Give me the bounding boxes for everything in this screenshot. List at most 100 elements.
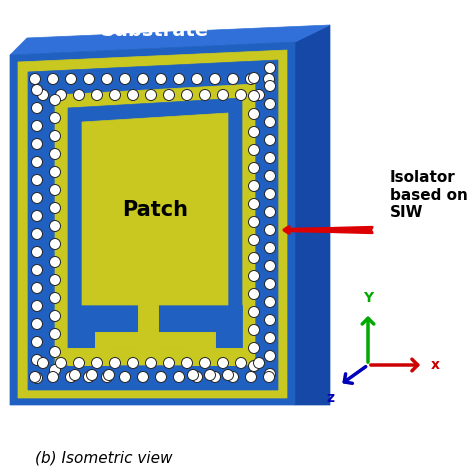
Circle shape: [73, 357, 84, 368]
Circle shape: [248, 253, 259, 264]
Circle shape: [49, 238, 61, 249]
Circle shape: [246, 372, 256, 383]
Text: (b) Isometric view: (b) Isometric view: [35, 450, 173, 465]
Circle shape: [91, 357, 102, 368]
Circle shape: [200, 357, 210, 368]
Circle shape: [70, 370, 81, 381]
Circle shape: [55, 90, 66, 100]
Circle shape: [218, 357, 228, 368]
Circle shape: [248, 145, 259, 155]
Circle shape: [248, 289, 259, 300]
Circle shape: [264, 73, 274, 84]
Circle shape: [182, 90, 192, 100]
Circle shape: [228, 372, 238, 383]
Circle shape: [248, 163, 259, 173]
Circle shape: [182, 357, 192, 368]
Circle shape: [31, 228, 43, 239]
Circle shape: [264, 225, 275, 236]
Circle shape: [246, 73, 256, 84]
Circle shape: [200, 90, 210, 100]
Circle shape: [264, 261, 275, 272]
Circle shape: [228, 73, 238, 84]
Circle shape: [49, 202, 61, 213]
Circle shape: [146, 90, 156, 100]
Circle shape: [83, 73, 94, 84]
Polygon shape: [295, 25, 330, 405]
Circle shape: [119, 73, 130, 84]
Circle shape: [109, 357, 120, 368]
Circle shape: [264, 368, 275, 380]
Circle shape: [47, 372, 58, 383]
Circle shape: [49, 112, 61, 124]
Circle shape: [264, 279, 275, 290]
Circle shape: [248, 109, 259, 119]
Circle shape: [248, 271, 259, 282]
Circle shape: [204, 370, 216, 381]
Circle shape: [264, 135, 275, 146]
Circle shape: [119, 372, 130, 383]
Circle shape: [264, 171, 275, 182]
Polygon shape: [138, 305, 158, 332]
Circle shape: [137, 73, 148, 84]
Circle shape: [128, 357, 138, 368]
Circle shape: [31, 283, 43, 293]
Circle shape: [173, 372, 184, 383]
Circle shape: [49, 328, 61, 339]
Circle shape: [248, 235, 259, 246]
Circle shape: [236, 357, 246, 368]
Circle shape: [210, 73, 220, 84]
Circle shape: [248, 73, 259, 83]
Circle shape: [164, 90, 174, 100]
Circle shape: [109, 90, 120, 100]
Text: Substrate: Substrate: [101, 20, 209, 39]
Circle shape: [47, 73, 58, 84]
Circle shape: [31, 174, 43, 185]
Text: Y: Y: [363, 291, 373, 305]
Circle shape: [31, 301, 43, 311]
Circle shape: [101, 73, 112, 84]
Circle shape: [264, 99, 275, 109]
Circle shape: [264, 63, 275, 73]
Circle shape: [146, 357, 156, 368]
Circle shape: [218, 90, 228, 100]
Polygon shape: [10, 25, 330, 55]
Circle shape: [173, 73, 184, 84]
Text: x: x: [431, 358, 440, 372]
Circle shape: [31, 246, 43, 257]
Text: z: z: [326, 391, 334, 405]
Circle shape: [49, 292, 61, 303]
Circle shape: [248, 127, 259, 137]
Circle shape: [49, 220, 61, 231]
Circle shape: [49, 184, 61, 195]
Polygon shape: [68, 348, 115, 365]
Circle shape: [31, 373, 43, 383]
Circle shape: [254, 90, 264, 100]
Polygon shape: [28, 60, 278, 390]
Polygon shape: [68, 98, 242, 348]
Circle shape: [264, 297, 275, 308]
Circle shape: [31, 102, 43, 113]
Circle shape: [254, 357, 264, 368]
Circle shape: [49, 274, 61, 285]
Circle shape: [103, 370, 115, 381]
Polygon shape: [18, 50, 287, 398]
Circle shape: [37, 357, 48, 368]
Circle shape: [31, 138, 43, 149]
Circle shape: [188, 370, 199, 381]
Circle shape: [264, 117, 275, 128]
Circle shape: [49, 346, 61, 357]
Polygon shape: [68, 348, 115, 365]
Circle shape: [264, 350, 275, 362]
Circle shape: [73, 90, 84, 100]
Polygon shape: [158, 305, 242, 348]
Circle shape: [55, 357, 66, 368]
Circle shape: [248, 217, 259, 228]
Polygon shape: [185, 348, 242, 365]
Circle shape: [37, 90, 48, 100]
Circle shape: [248, 91, 259, 101]
Circle shape: [49, 148, 61, 159]
Polygon shape: [95, 332, 215, 348]
Circle shape: [128, 90, 138, 100]
Circle shape: [31, 120, 43, 131]
Circle shape: [83, 372, 94, 383]
